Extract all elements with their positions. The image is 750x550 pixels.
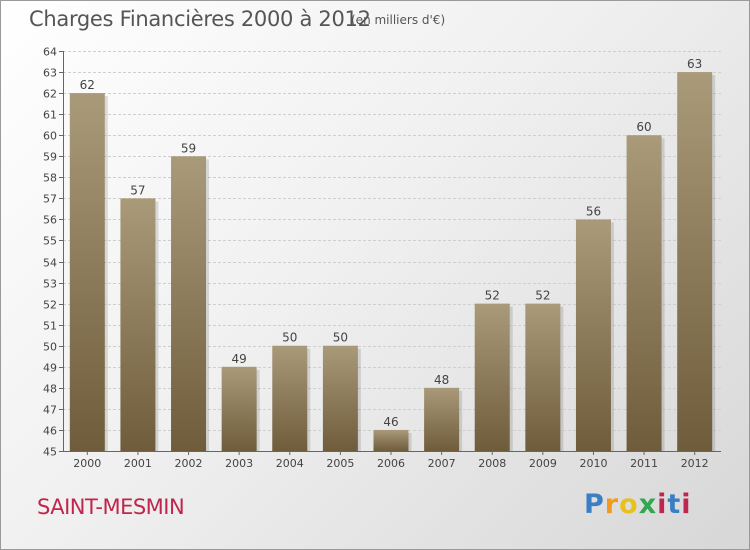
chart-title: Charges Financières 2000 à 2012 — [29, 7, 371, 31]
value-label: 52 — [535, 289, 550, 303]
bar-2004 — [272, 345, 308, 451]
bar-2000 — [69, 93, 105, 452]
proxiti-logo[interactable]: Proxiti — [584, 489, 692, 520]
labels: 45 46 47 48 49 50 51 52 53 54 55 56 57 58 59 60 61 62 63 64… — [43, 46, 709, 471]
logo-letter: t — [667, 489, 682, 520]
bar-2003 — [221, 366, 257, 451]
y-tick-label: 50 — [43, 341, 57, 354]
logo-letter: r — [604, 489, 620, 520]
x-tick-label: 2010 — [579, 457, 607, 470]
value-label: 62 — [80, 78, 95, 92]
value-label: 56 — [586, 204, 601, 218]
x-tick-label: 2006 — [377, 457, 405, 470]
y-tick-label: 62 — [43, 88, 57, 101]
value-label: 63 — [687, 57, 702, 71]
bar-2009 — [525, 303, 561, 451]
x-tick-label: 2004 — [276, 457, 304, 470]
value-label: 57 — [130, 183, 145, 197]
logo-letter: o — [619, 489, 639, 520]
x-tick-label: 2000 — [73, 457, 101, 470]
axes — [59, 51, 721, 455]
bar-2010 — [575, 219, 611, 451]
y-tick-label: 55 — [43, 235, 57, 248]
bar-2006 — [373, 429, 409, 451]
grid-lines — [63, 51, 721, 452]
y-tick-label: 57 — [43, 193, 57, 206]
place-name: SAINT-MESMIN — [37, 495, 185, 519]
x-tick-label: 2003 — [225, 457, 253, 470]
logo-letter: x — [638, 489, 658, 520]
y-tick-label: 58 — [43, 172, 57, 185]
y-tick-label: 64 — [43, 46, 57, 59]
x-tick-label: 2001 — [124, 457, 152, 470]
y-tick-label: 51 — [43, 320, 57, 333]
logo-letter: P — [584, 489, 605, 520]
bar-2005 — [322, 345, 358, 451]
logo-letter: i — [657, 489, 668, 520]
value-label: 49 — [232, 352, 247, 366]
x-tick-label: 2008 — [478, 457, 506, 470]
bar-2007 — [424, 387, 460, 451]
y-tick-label: 49 — [43, 362, 57, 375]
y-tick-label: 45 — [43, 446, 57, 459]
value-label: 46 — [383, 415, 398, 429]
x-tick-label: 2009 — [529, 457, 557, 470]
bars — [69, 72, 716, 452]
y-tick-label: 48 — [43, 383, 57, 396]
y-tick-label: 61 — [43, 109, 57, 122]
value-label: 60 — [636, 120, 651, 134]
bar-2002 — [171, 156, 207, 451]
y-tick-label: 46 — [43, 425, 57, 438]
bar-2011 — [626, 135, 662, 452]
y-tick-label: 47 — [43, 404, 57, 417]
value-label: 59 — [181, 141, 196, 155]
y-tick-label: 59 — [43, 151, 57, 164]
x-tick-label: 2012 — [681, 457, 709, 470]
chart-subtitle: (en milliers d'€) — [351, 13, 446, 27]
x-tick-label: 2007 — [428, 457, 456, 470]
y-tick-label: 56 — [43, 214, 57, 227]
x-tick-label: 2002 — [175, 457, 203, 470]
value-label: 52 — [485, 289, 500, 303]
value-label: 50 — [282, 331, 297, 345]
y-tick-label: 52 — [43, 299, 57, 312]
bar-2012 — [677, 72, 713, 451]
y-tick-label: 54 — [43, 257, 57, 270]
y-tick-label: 53 — [43, 278, 57, 291]
bar-2001 — [120, 198, 156, 451]
y-tick-label: 60 — [43, 130, 57, 143]
bar-2008 — [474, 303, 510, 451]
y-tick-label: 63 — [43, 67, 57, 80]
x-tick-label: 2011 — [630, 457, 658, 470]
x-tick-label: 2005 — [326, 457, 354, 470]
value-label: 48 — [434, 373, 449, 387]
logo-letter: i — [681, 489, 692, 520]
value-label: 50 — [333, 331, 348, 345]
